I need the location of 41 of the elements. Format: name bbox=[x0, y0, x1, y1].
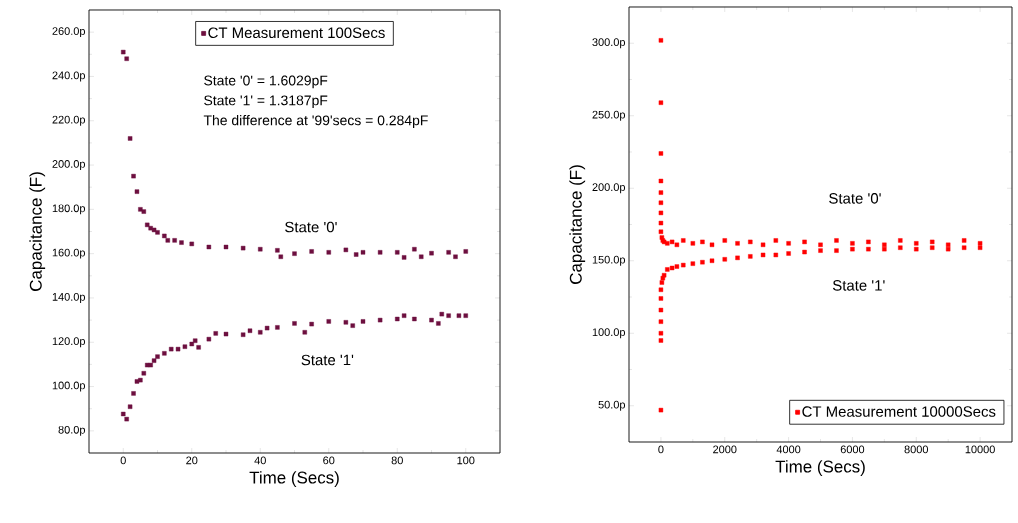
x-tick-label: 2000 bbox=[713, 445, 737, 454]
y-tick-label: 100.0p bbox=[592, 328, 626, 339]
x-tick-label: 6000 bbox=[840, 445, 865, 454]
y-tick-label: 200.0p bbox=[592, 183, 626, 194]
y-tick-label: 50.0p bbox=[598, 400, 626, 411]
x-tick-label: 0 bbox=[658, 445, 664, 454]
x-tick-label: 4000 bbox=[776, 445, 801, 454]
x-axis-title: Time (Secs) bbox=[775, 460, 865, 476]
x-tick-label: 8000 bbox=[904, 445, 929, 454]
annotation: State '1' = 1.3187pF bbox=[204, 95, 328, 109]
annotation: State '0' bbox=[829, 193, 881, 204]
annotation: State '0' = 1.6029pF bbox=[204, 75, 328, 89]
legend-label: CT Measurement 10000Secs bbox=[802, 406, 996, 417]
y-tick-label: 140.0p bbox=[52, 293, 86, 303]
y-tick-label: 260.0p bbox=[52, 27, 86, 38]
x-tick-label: 10000 bbox=[965, 445, 995, 454]
x-tick-label: 100 bbox=[457, 456, 475, 465]
x-tick-label: 20 bbox=[186, 456, 198, 465]
y-tick-label: 160.0p bbox=[52, 248, 86, 259]
y-tick-label: 180.0p bbox=[52, 204, 86, 215]
annotation: The difference at '99'secs = 0.284pF bbox=[203, 115, 428, 129]
x-axis-title: Time (Secs) bbox=[249, 471, 339, 487]
y-tick-label: 220.0p bbox=[52, 115, 86, 126]
y-tick-label: 200.0p bbox=[52, 160, 86, 170]
y-tick-label: 100.0p bbox=[52, 381, 86, 392]
x-tick-label: 0 bbox=[120, 456, 126, 465]
annotation: State '1' bbox=[832, 280, 885, 291]
x-tick-label: 60 bbox=[323, 456, 335, 465]
y-axis-title: Capacitance (F) bbox=[569, 165, 586, 284]
annotation: State '0' bbox=[285, 221, 337, 233]
y-tick-label: 150.0p bbox=[592, 255, 626, 266]
x-tick-label: 40 bbox=[254, 456, 266, 465]
legend-label: CT Measurement 100Secs bbox=[208, 27, 385, 39]
y-tick-label: 250.0p bbox=[592, 110, 626, 121]
y-tick-label: 240.0p bbox=[52, 71, 86, 82]
y-tick-label: 120.0p bbox=[52, 337, 86, 348]
x-tick-label: 80 bbox=[391, 456, 403, 465]
y-tick-label: 80.0p bbox=[58, 425, 86, 436]
y-tick-label: 300.0p bbox=[592, 38, 626, 49]
y-axis-title: Capacitance (F) bbox=[29, 172, 46, 291]
annotation: State '1' bbox=[301, 354, 354, 366]
